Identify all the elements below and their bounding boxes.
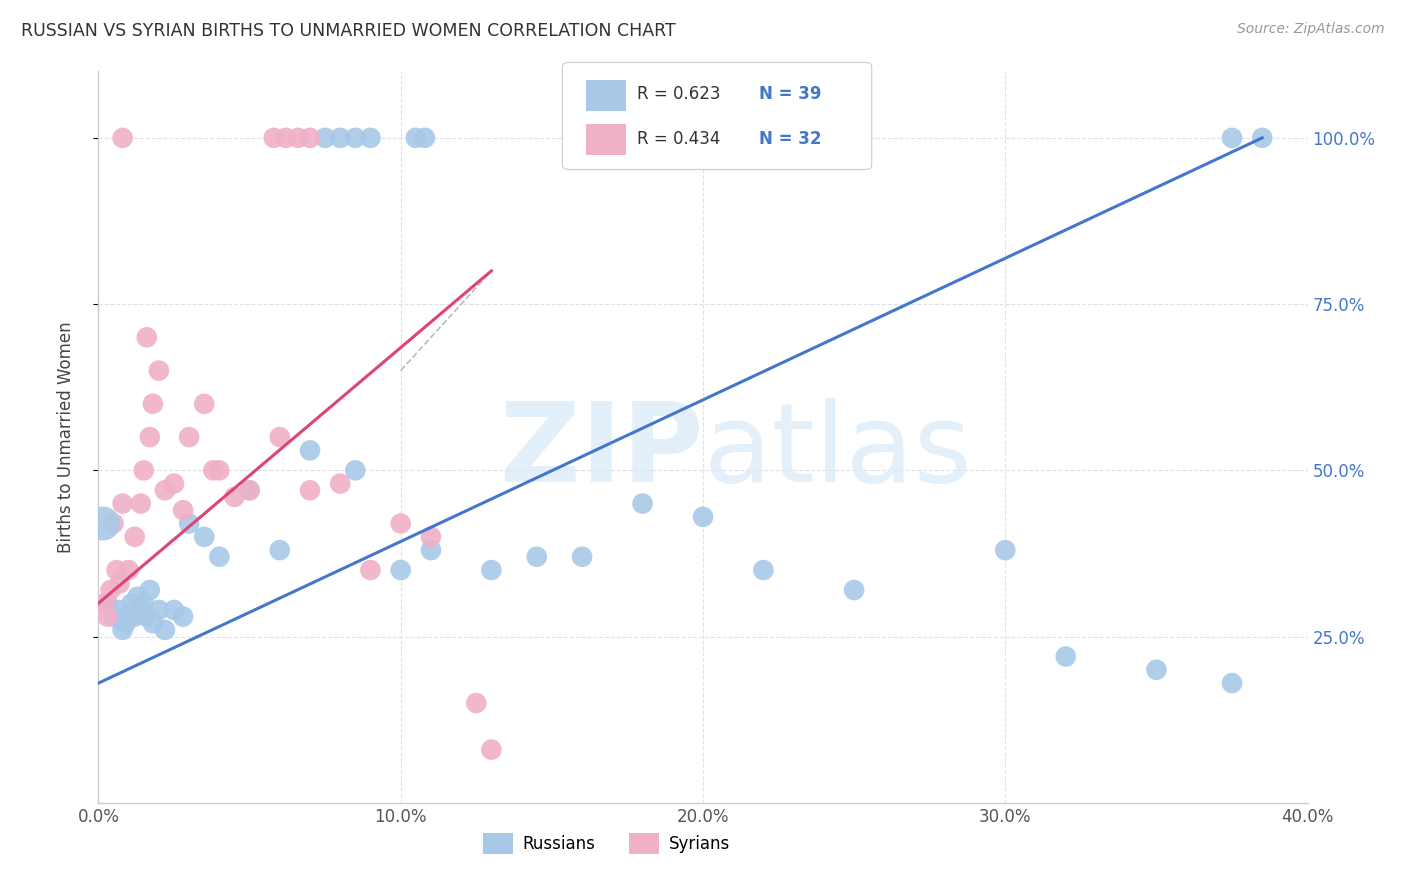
Point [239,483,262,498]
Point [111,497,134,511]
Point [389,563,412,577]
Text: RUSSIAN VS SYRIAN BIRTHS TO UNMARRIED WOMEN CORRELATION CHART: RUSSIAN VS SYRIAN BIRTHS TO UNMARRIED WO… [21,22,676,40]
Point [108,576,131,591]
Point [631,497,654,511]
Text: atlas: atlas [703,398,972,505]
Point [148,603,170,617]
Point [129,603,152,617]
Point [224,490,246,504]
Y-axis label: Births to Unmarried Women: Births to Unmarried Women [56,321,75,553]
Point [360,131,382,145]
Point [127,590,149,604]
Point [105,563,128,577]
Point [118,609,141,624]
Point [692,509,714,524]
Point [135,609,157,624]
Point [1251,131,1274,145]
Point [239,483,262,498]
Text: N = 39: N = 39 [759,86,821,103]
Point [179,516,201,531]
Point [96,609,118,624]
Point [153,623,176,637]
Point [481,563,503,577]
Point [111,131,134,145]
Point [103,609,125,624]
Point [108,603,131,617]
Point [163,603,186,617]
Point [121,596,143,610]
Point [299,483,322,498]
Point [420,530,443,544]
Point [1146,663,1168,677]
Text: ZIP: ZIP [499,398,703,505]
Point [1220,676,1243,690]
Point [193,397,215,411]
Point [329,476,352,491]
Point [208,549,231,564]
Point [193,530,215,544]
Point [202,463,225,477]
Point [269,430,291,444]
Point [135,330,157,344]
Point [148,363,170,377]
Point [263,131,285,145]
Point [274,131,297,145]
Legend: Russians, Syrians: Russians, Syrians [475,827,737,860]
Point [481,742,503,756]
Point [994,543,1017,558]
Point [132,596,155,610]
Point [269,543,291,558]
Point [100,582,122,597]
Point [118,563,141,577]
Point [752,563,775,577]
Point [142,616,165,631]
Point [844,582,866,597]
Point [299,131,322,145]
Point [153,483,176,498]
Point [124,609,146,624]
Point [526,549,548,564]
Point [103,516,125,531]
Point [1054,649,1077,664]
Point [208,463,231,477]
Point [413,131,436,145]
Point [91,516,114,531]
Point [344,463,367,477]
Point [571,549,593,564]
Point [142,397,165,411]
Point [329,131,352,145]
Point [314,131,336,145]
Point [360,563,382,577]
Point [465,696,488,710]
Point [139,582,162,597]
Point [139,430,162,444]
Point [93,596,115,610]
Point [163,476,186,491]
Point [405,131,427,145]
Text: R = 0.623: R = 0.623 [637,86,720,103]
Point [124,530,146,544]
Point [344,131,367,145]
Point [111,623,134,637]
Point [114,616,136,631]
Point [96,596,118,610]
Point [129,497,152,511]
Point [172,609,194,624]
Point [389,516,412,531]
Point [287,131,309,145]
Point [132,463,155,477]
Point [420,543,443,558]
Point [172,503,194,517]
Text: R = 0.434: R = 0.434 [637,129,720,147]
Point [1220,131,1243,145]
Point [299,443,322,458]
Text: Source: ZipAtlas.com: Source: ZipAtlas.com [1237,22,1385,37]
Text: N = 32: N = 32 [759,129,821,147]
Point [179,430,201,444]
